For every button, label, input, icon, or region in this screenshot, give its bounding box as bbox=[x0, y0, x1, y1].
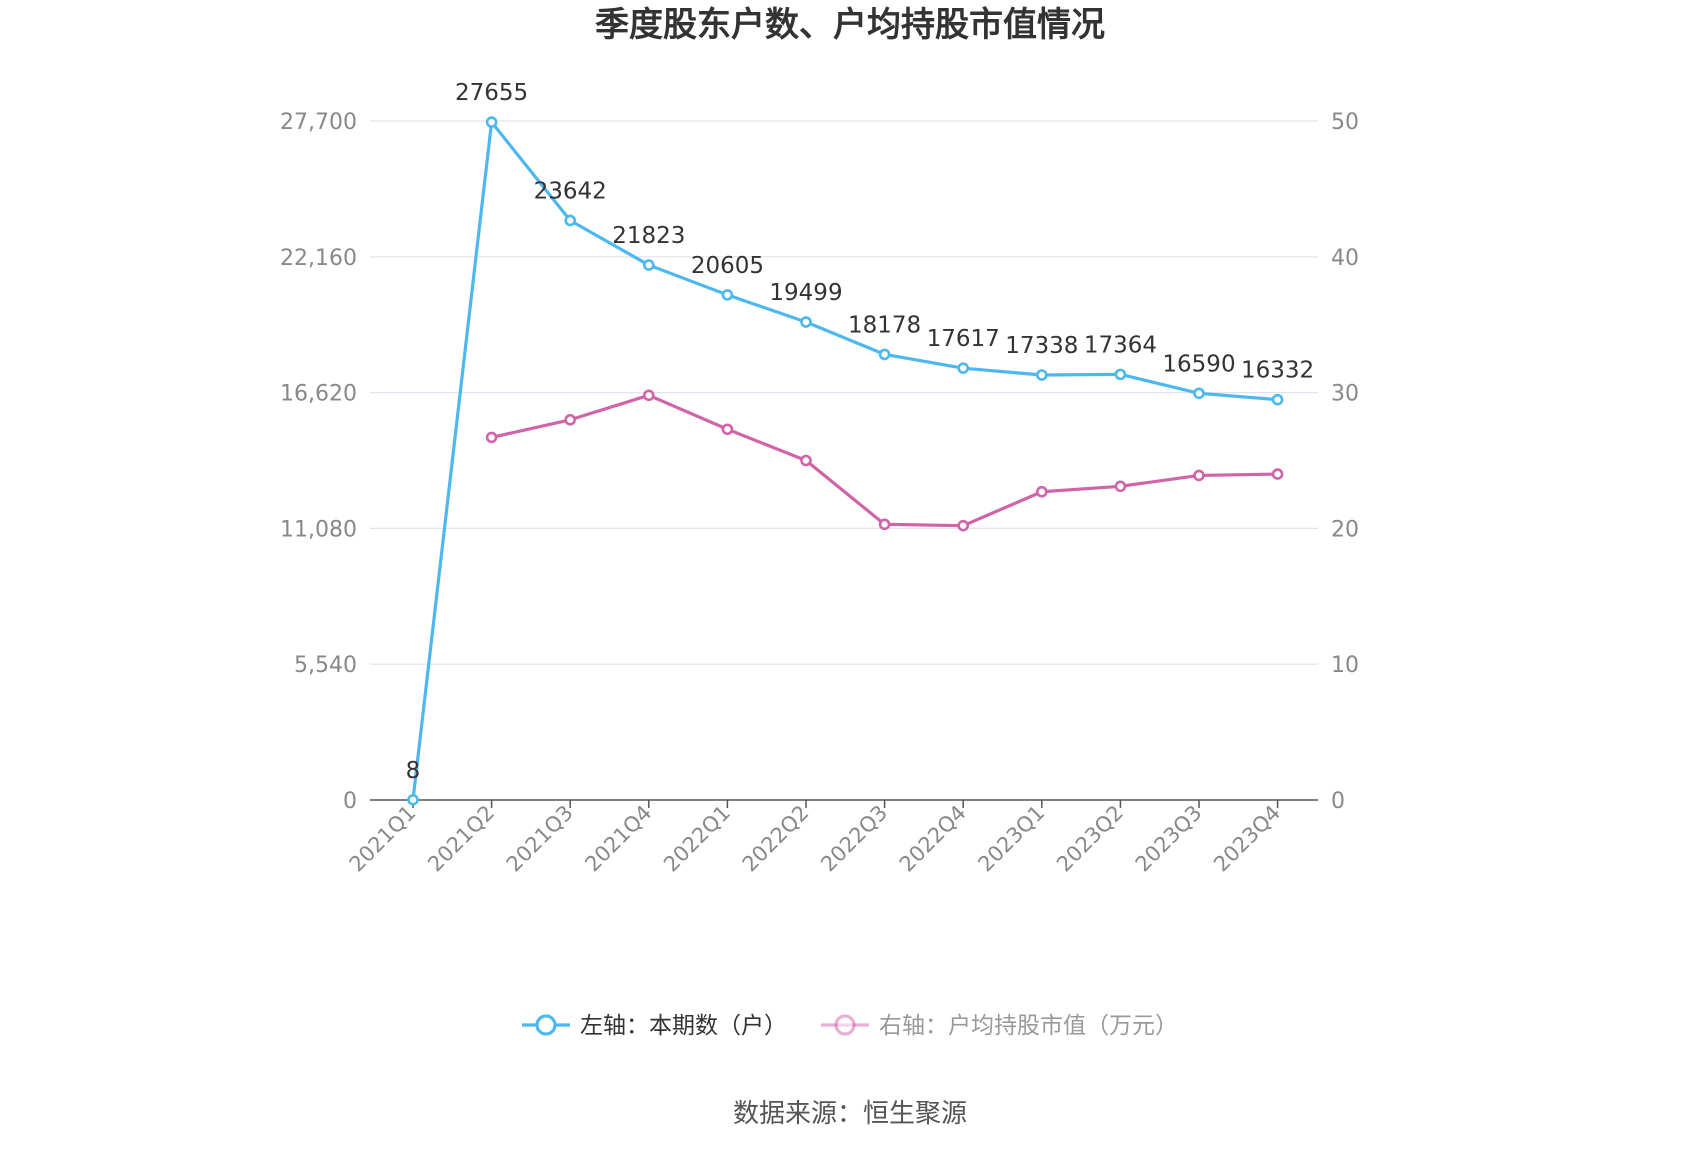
legend-item-label: 右轴：户均持股市值（万元） bbox=[879, 1013, 1178, 1039]
holders-point bbox=[1036, 369, 1048, 381]
data-label: 18178 bbox=[848, 312, 921, 338]
source-text: 数据来源：恒生聚源 bbox=[733, 1099, 967, 1129]
avg-value-point bbox=[1193, 469, 1205, 482]
right-axis-tick-label: 50 bbox=[1331, 110, 1359, 135]
grid-layer bbox=[370, 120, 1318, 665]
data-label: 20605 bbox=[691, 253, 764, 279]
data-label: 17364 bbox=[1084, 332, 1157, 358]
data-label: 17617 bbox=[927, 326, 1000, 352]
data-label: 27655 bbox=[455, 80, 528, 106]
avg-value-point bbox=[800, 454, 812, 467]
right-axis-tick-label: 40 bbox=[1331, 246, 1359, 271]
x-axis-tick-label: 2023Q3 bbox=[1131, 801, 1207, 877]
right-axis-tick-label: 30 bbox=[1331, 382, 1359, 407]
x-axis-tick-label: 2022Q3 bbox=[816, 801, 892, 877]
axis-layer: 0 0 5,540 10 11,080 20 16,620 30 22,160 40 27,700 5… bbox=[280, 110, 1359, 876]
holders-point bbox=[721, 289, 734, 301]
holders-point bbox=[800, 316, 812, 328]
data-label: 17338 bbox=[1005, 333, 1078, 359]
x-axis-tick-label: 2021Q3 bbox=[502, 801, 578, 877]
avg-value-point bbox=[485, 431, 498, 444]
left-axis-tick-label: 27,700 bbox=[280, 110, 357, 135]
data-label: 21823 bbox=[612, 223, 685, 249]
holders-point bbox=[407, 794, 419, 806]
x-axis-tick-label: 2023Q2 bbox=[1052, 801, 1128, 877]
x-axis-tick-label: 2023Q4 bbox=[1209, 801, 1285, 877]
data-label: 16332 bbox=[1241, 358, 1314, 384]
avg-value-point bbox=[1271, 468, 1284, 480]
avg-value-point bbox=[1114, 480, 1127, 493]
legend-swatch-marker bbox=[834, 1014, 856, 1036]
avg-value-point bbox=[957, 519, 970, 532]
data-label: 8 bbox=[406, 758, 421, 784]
avg-value-point bbox=[878, 518, 891, 531]
x-axis-tick-label: 2023Q1 bbox=[973, 801, 1049, 877]
chart-title: 季度股东户数、户均持股市值情况 bbox=[595, 5, 1105, 45]
series-layer bbox=[407, 116, 1284, 806]
right-axis-tick-label: 20 bbox=[1331, 517, 1359, 542]
avg-value-point bbox=[721, 423, 734, 436]
avg-value-line bbox=[491, 393, 1278, 528]
legend-item-label: 左轴：本期数（户） bbox=[580, 1013, 787, 1039]
legend-swatch-marker bbox=[535, 1014, 557, 1036]
left-axis-tick-label: 22,160 bbox=[280, 246, 357, 271]
left-axis-tick-label: 0 bbox=[343, 789, 357, 814]
holders-line bbox=[411, 120, 1278, 800]
holders-point bbox=[1114, 368, 1127, 381]
avg-value-point bbox=[564, 413, 577, 426]
holders-point bbox=[957, 362, 970, 374]
data-label: 19499 bbox=[769, 280, 842, 306]
x-axis-tick-label: 2021Q4 bbox=[580, 801, 656, 877]
holders-point bbox=[642, 259, 655, 271]
left-axis-tick-label: 5,540 bbox=[294, 653, 357, 678]
holders-point bbox=[1271, 393, 1284, 406]
x-axis-tick-label: 2022Q2 bbox=[738, 801, 814, 877]
holders-point bbox=[878, 348, 891, 361]
avg-value-point bbox=[642, 389, 655, 402]
data-label: 23642 bbox=[534, 178, 607, 204]
holders-point bbox=[485, 116, 498, 128]
right-axis-tick-label: 0 bbox=[1331, 789, 1345, 814]
x-axis-tick-label: 2021Q2 bbox=[423, 801, 499, 877]
left-axis-tick-label: 16,620 bbox=[280, 382, 357, 407]
x-axis-tick-label: 2022Q1 bbox=[659, 801, 735, 877]
holders-point bbox=[564, 214, 577, 227]
holders-point bbox=[1193, 387, 1205, 400]
avg-value-point bbox=[1036, 485, 1048, 498]
left-axis-tick-label: 11,080 bbox=[280, 517, 357, 542]
x-axis-tick-label: 2022Q4 bbox=[895, 801, 971, 877]
right-axis-tick-label: 10 bbox=[1331, 653, 1359, 678]
legend: 左轴：本期数（户） 右轴：户均持股市值（万元） bbox=[522, 1013, 1178, 1039]
data-label: 16590 bbox=[1162, 351, 1235, 377]
